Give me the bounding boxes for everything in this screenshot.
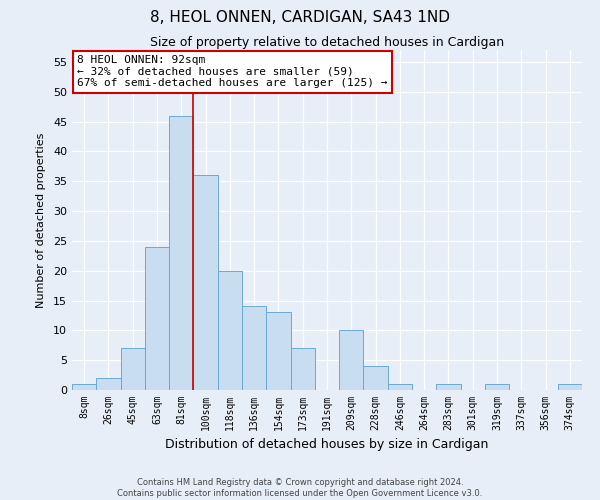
Bar bbox=[364, 366, 388, 390]
Bar bbox=[72, 384, 96, 390]
Bar bbox=[145, 247, 169, 390]
Bar bbox=[169, 116, 193, 390]
X-axis label: Distribution of detached houses by size in Cardigan: Distribution of detached houses by size … bbox=[166, 438, 488, 452]
Title: Size of property relative to detached houses in Cardigan: Size of property relative to detached ho… bbox=[150, 36, 504, 49]
Bar bbox=[242, 306, 266, 390]
Bar bbox=[193, 176, 218, 390]
Bar bbox=[558, 384, 582, 390]
Bar bbox=[388, 384, 412, 390]
Bar bbox=[436, 384, 461, 390]
Bar bbox=[121, 348, 145, 390]
Bar bbox=[485, 384, 509, 390]
Bar bbox=[266, 312, 290, 390]
Bar bbox=[339, 330, 364, 390]
Text: 8 HEOL ONNEN: 92sqm
← 32% of detached houses are smaller (59)
67% of semi-detach: 8 HEOL ONNEN: 92sqm ← 32% of detached ho… bbox=[77, 55, 388, 88]
Text: 8, HEOL ONNEN, CARDIGAN, SA43 1ND: 8, HEOL ONNEN, CARDIGAN, SA43 1ND bbox=[150, 10, 450, 25]
Bar bbox=[96, 378, 121, 390]
Bar bbox=[290, 348, 315, 390]
Text: Contains HM Land Registry data © Crown copyright and database right 2024.
Contai: Contains HM Land Registry data © Crown c… bbox=[118, 478, 482, 498]
Bar bbox=[218, 270, 242, 390]
Y-axis label: Number of detached properties: Number of detached properties bbox=[36, 132, 46, 308]
